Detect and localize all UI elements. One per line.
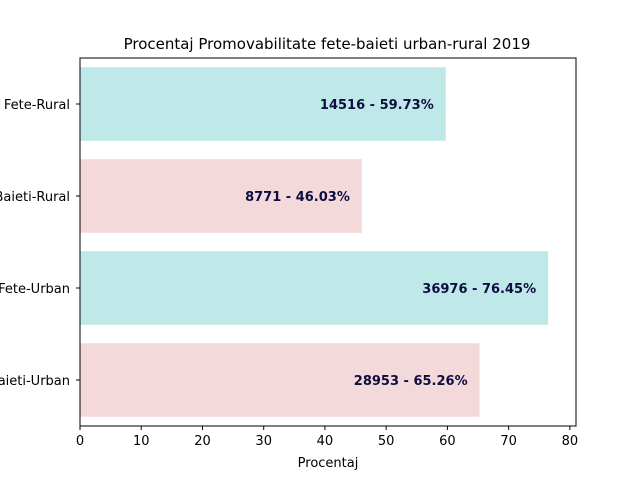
x-tick-label: 50 (378, 434, 395, 449)
x-axis: 0 10 20 30 40 50 60 70 80 (76, 426, 578, 449)
data-label: 14516 - 59.73% (320, 98, 434, 113)
y-tick-label: Fete-Urban (0, 282, 70, 297)
bar-fete-rural (80, 67, 446, 141)
bar-fete-urban (80, 251, 549, 325)
x-tick-label: 60 (439, 434, 456, 449)
data-label: 28953 - 65.26% (354, 374, 468, 389)
x-tick-label: 20 (194, 434, 211, 449)
data-labels-layer: 14516 - 59.73% 8771 - 46.03% 36976 - 76.45… (245, 98, 536, 389)
x-tick-label: 10 (133, 434, 150, 449)
y-tick-label: Fete-Rural (4, 98, 70, 113)
x-tick-label: 30 (255, 434, 272, 449)
chart-title: Procentaj Promovabilitate fete-baieti ur… (124, 35, 531, 53)
y-axis: Fete-Rural Baieti-Rural Fete-Urban Baieti-U… (0, 98, 80, 389)
x-tick-label: 0 (76, 434, 84, 449)
bar-baieti-urban (80, 343, 480, 417)
x-tick-label: 80 (562, 434, 579, 449)
y-tick-label: Baieti-Urban (0, 374, 70, 389)
y-tick-label: Baieti-Rural (0, 190, 70, 205)
bar-baieti-rural (80, 159, 362, 233)
x-tick-label: 70 (500, 434, 517, 449)
bars-layer (80, 67, 549, 417)
data-label: 36976 - 76.45% (422, 282, 536, 297)
x-tick-label: 40 (317, 434, 334, 449)
x-axis-label: Procentaj (298, 456, 359, 471)
plot-frame (79, 57, 577, 427)
data-label: 8771 - 46.03% (245, 190, 350, 205)
